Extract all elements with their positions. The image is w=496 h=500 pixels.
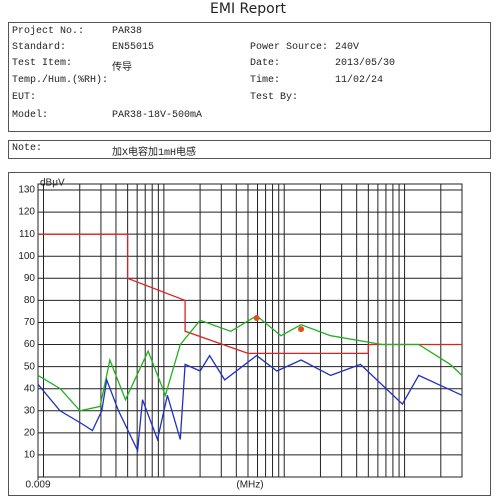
- y-tick-label: 70: [24, 317, 36, 328]
- field-value: PAR38: [112, 26, 143, 37]
- peak-marker: [298, 326, 305, 333]
- field-label: Power Source:: [250, 42, 329, 53]
- note-label: Note:: [12, 143, 43, 154]
- note-box: [8, 140, 491, 159]
- field-label: Project No.:: [12, 26, 85, 37]
- field-label: Temp./Hum.(%RH):: [12, 75, 109, 86]
- field-value: EN55015: [112, 42, 155, 53]
- y-tick-label: 20: [24, 427, 36, 438]
- trace: [37, 354, 463, 453]
- field-label: Test By:: [250, 92, 299, 103]
- chart-frame: [8, 172, 491, 496]
- y-tick-label: 30: [24, 405, 36, 416]
- trace: [38, 233, 462, 355]
- x-axis-label: (MHz): [236, 480, 263, 491]
- field-label: EUT:: [12, 92, 37, 103]
- y-tick-label: 60: [24, 339, 36, 350]
- plot-area: [37, 183, 463, 478]
- field-value: 11/02/24: [335, 75, 384, 86]
- y-tick-label: 90: [24, 273, 36, 284]
- field-value: 240V: [335, 42, 360, 53]
- report-title: EMI Report: [210, 1, 286, 17]
- note-value: 加X电容加1mH电感: [112, 148, 197, 159]
- y-axis-label: dBμV: [40, 178, 65, 189]
- y-tick-label: 50: [24, 361, 36, 372]
- y-tick-label: 130: [18, 185, 35, 196]
- trace: [37, 315, 463, 412]
- y-tick-label: 80: [24, 295, 36, 306]
- x-tick-label: 0.009: [25, 480, 50, 491]
- field-label: Test Item:: [12, 58, 73, 69]
- field-value: 传导: [112, 63, 132, 74]
- field-label: Time:: [250, 75, 281, 86]
- peak-marker: [253, 315, 260, 322]
- y-tick-label: 110: [19, 229, 35, 240]
- y-tick-label: 100: [18, 251, 35, 262]
- y-tick-label: 10: [24, 450, 36, 461]
- info-box: [8, 22, 491, 132]
- field-value: 2013/05/30: [335, 58, 396, 69]
- field-value: PAR38-18V-500mA: [112, 110, 203, 121]
- field-label: Date:: [250, 58, 281, 69]
- y-tick-label: 40: [24, 383, 36, 394]
- field-label: Model:: [12, 110, 49, 121]
- field-label: Standard:: [12, 42, 67, 53]
- y-tick-label: 120: [18, 207, 35, 218]
